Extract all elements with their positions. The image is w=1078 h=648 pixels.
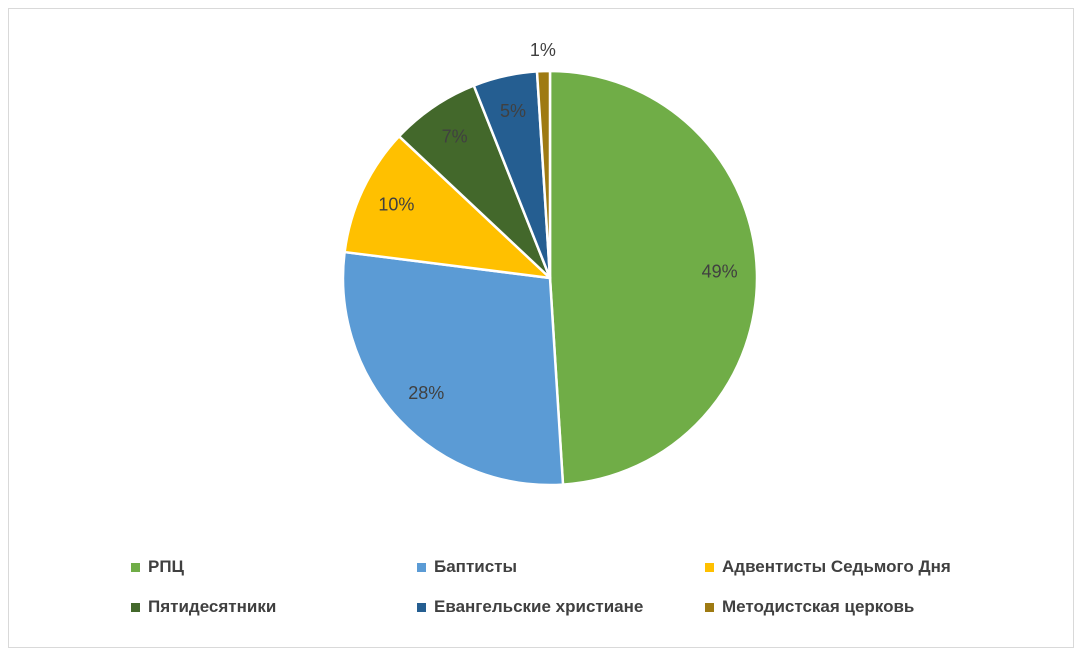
data-label-adventists: 10% — [378, 194, 414, 214]
pie-slice-methodist-church — [535, 69, 552, 280]
data-label-pentecostals: 7% — [442, 126, 468, 146]
data-label-methodist-church: 1% — [530, 40, 556, 60]
data-label-rpc: 49% — [702, 261, 738, 281]
data-label-baptists: 28% — [408, 383, 444, 403]
pie-chart: 49% 28% 10% 7% 5% 1% — [341, 40, 759, 487]
pie-slice-adventists — [343, 135, 552, 280]
pie-slice-rpc — [548, 69, 759, 486]
data-label-evangelical-christians: 5% — [500, 101, 526, 121]
pie-slice-baptists — [341, 250, 565, 487]
